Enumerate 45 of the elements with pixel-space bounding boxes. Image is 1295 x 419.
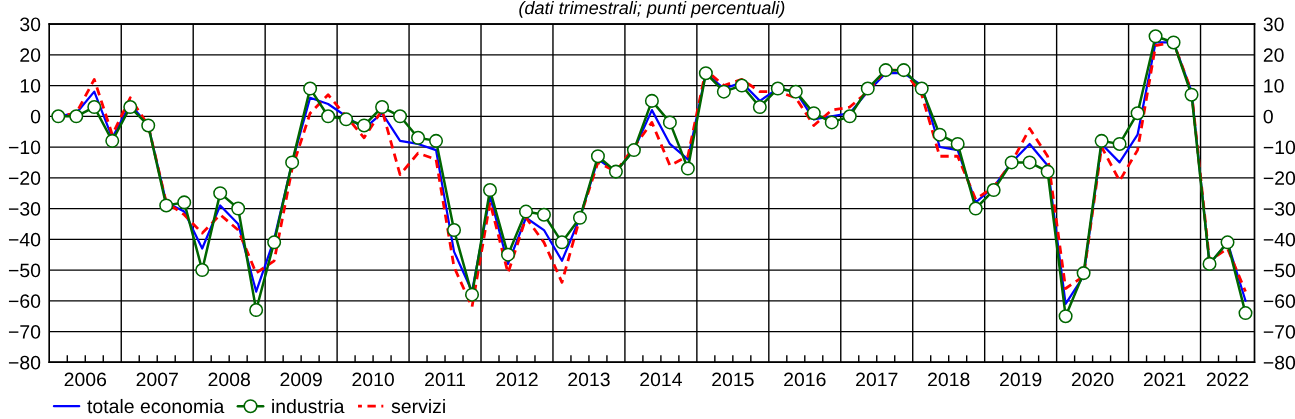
- legend-label: servizi: [391, 398, 445, 414]
- x-tick-label: 2016: [784, 372, 826, 387]
- x-tick-label: 2013: [568, 372, 610, 387]
- x-tick-label: 2011: [425, 372, 465, 387]
- y-tick-label: −50: [8, 263, 41, 278]
- y-tick-label: −60: [8, 294, 41, 309]
- x-tick-label: 2007: [136, 372, 178, 387]
- x-tick-label: 2019: [1000, 372, 1042, 387]
- y-tick-label: −80: [8, 355, 41, 370]
- y2-tick-label: −70: [1263, 325, 1295, 339]
- y-tick-label: −70: [8, 325, 41, 339]
- x-tick-label: 2015: [712, 372, 754, 387]
- x-tick-label: 2020: [1071, 372, 1114, 387]
- x-tick-label: 2018: [928, 372, 970, 387]
- y-tick-label: 0: [30, 109, 41, 124]
- legend-label: totale economia: [87, 398, 225, 414]
- y-tick-label: 20: [20, 48, 41, 62]
- x-tick-label: 2022: [1206, 372, 1249, 387]
- y2-tick-label: 0: [1263, 109, 1273, 124]
- x-tick-label: 2014: [640, 372, 682, 387]
- y-tick-label: −10: [8, 140, 41, 155]
- x-tick-label: 2021: [1143, 372, 1186, 387]
- y2-tick-label: −30: [1263, 202, 1295, 216]
- x-tick-label: 2010: [352, 372, 394, 387]
- x-tick-label: 2017: [856, 372, 898, 387]
- y-tick-label: −20: [8, 171, 41, 186]
- y2-tick-label: −80: [1263, 355, 1295, 370]
- y-tick-label: −40: [8, 232, 41, 247]
- y-tick-label: 30: [20, 17, 41, 32]
- y2-tick-label: 10: [1264, 78, 1284, 93]
- x-tick-label: 2012: [496, 372, 538, 387]
- y-tick-label: 10: [20, 78, 41, 93]
- y2-tick-label: −40: [1263, 232, 1295, 247]
- y2-tick-label: 30: [1263, 17, 1284, 32]
- y-tick-label: −30: [8, 202, 41, 216]
- y2-tick-label: −20: [1263, 171, 1295, 186]
- y2-tick-label: −50: [1263, 263, 1295, 278]
- x-tick-label: 2008: [208, 372, 250, 387]
- chart-subtitle: (dati trimestrali; punti percentuali): [519, 1, 785, 18]
- y2-tick-label: 20: [1263, 48, 1284, 62]
- x-tick-label: 2009: [280, 372, 322, 387]
- legend-label: industria: [272, 398, 345, 414]
- x-tick-label: 2006: [64, 372, 107, 387]
- y2-tick-label: −60: [1263, 294, 1295, 309]
- y2-tick-label: −10: [1263, 140, 1295, 155]
